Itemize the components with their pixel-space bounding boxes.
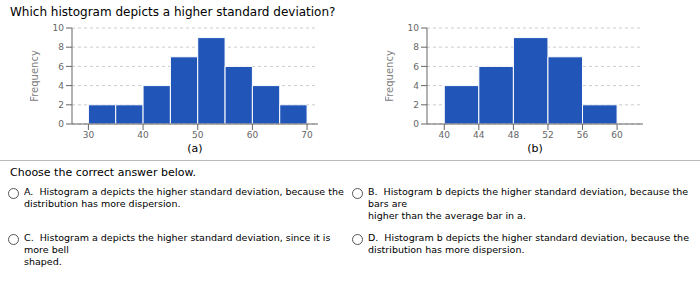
html-text:C. Histogram a depicts the hig: C. Histogram a depicts the higher standa…	[24, 232, 334, 267]
html-text:Choose the correct answer belo: Choose the correct answer below.	[10, 166, 196, 179]
svg-text:10: 10	[408, 23, 420, 33]
html-text:A. Histogram a depicts the hig: A. Histogram a depicts the higher standa…	[24, 186, 344, 209]
html-text:Which histogram depicts a high: Which histogram depicts a higher standar…	[10, 5, 336, 19]
svg-text:40: 40	[137, 130, 149, 140]
html-text:D. Histogram b depicts the hig: D. Histogram b depicts the higher standa…	[368, 232, 689, 255]
svg-text:6: 6	[58, 62, 64, 72]
svg-text:30: 30	[83, 130, 95, 140]
svg-text:48: 48	[508, 130, 520, 140]
svg-text:6: 6	[413, 62, 419, 72]
svg-text:40: 40	[439, 130, 451, 140]
svg-text:8: 8	[58, 42, 64, 52]
svg-text:Frequency: Frequency	[30, 50, 40, 102]
svg-text:60: 60	[247, 130, 259, 140]
html-text:(b): (b)	[527, 142, 543, 155]
svg-text:70: 70	[301, 130, 313, 140]
svg-text:0: 0	[58, 119, 64, 129]
svg-text:0: 0	[413, 119, 419, 129]
svg-text:4: 4	[58, 81, 64, 91]
html-text:B. Histogram b depicts the hig: B. Histogram b depicts the higher standa…	[368, 186, 692, 221]
svg-text:50: 50	[192, 130, 204, 140]
svg-text:60: 60	[611, 130, 623, 140]
svg-text:2: 2	[413, 100, 419, 110]
svg-text:56: 56	[577, 130, 589, 140]
svg-text:10: 10	[53, 23, 65, 33]
svg-text:4: 4	[413, 81, 419, 91]
svg-text:52: 52	[542, 130, 553, 140]
svg-text:44: 44	[473, 130, 485, 140]
svg-text:2: 2	[58, 100, 64, 110]
svg-text:Frequency: Frequency	[385, 50, 395, 102]
html-text:(a): (a)	[187, 142, 203, 155]
svg-text:8: 8	[413, 42, 419, 52]
